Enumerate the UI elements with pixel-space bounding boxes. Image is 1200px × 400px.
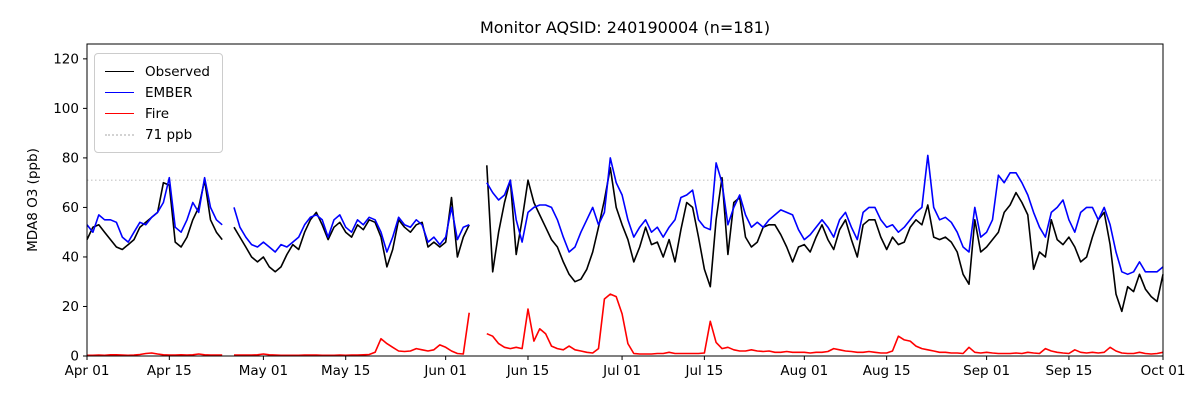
legend-label: 71 ppb	[145, 126, 193, 143]
legend-label: EMBER	[145, 84, 193, 101]
y-tick-label: 100	[53, 101, 79, 117]
axes-box	[86, 43, 1164, 357]
x-tick-label: Sep 01	[963, 363, 1010, 379]
x-tick-label: Jun 15	[506, 363, 550, 379]
x-tick-label: May 15	[321, 363, 370, 379]
y-tick-label: 20	[62, 299, 79, 315]
x-tick-label: Oct 01	[1141, 363, 1186, 379]
legend-item-fire: Fire	[105, 103, 210, 124]
x-tick-label: Jul 01	[602, 363, 641, 379]
legend-swatch-ember	[105, 92, 134, 93]
legend-item-ember: EMBER	[105, 82, 210, 103]
legend-item-71-ppb: 71 ppb	[105, 124, 210, 145]
x-tick-label: May 01	[239, 363, 288, 379]
chart-title: Monitor AQSID: 240190004 (n=181)	[479, 18, 771, 37]
x-tick-label: Sep 15	[1045, 363, 1092, 379]
legend-swatch-fire	[105, 113, 134, 114]
x-tick-label: Aug 01	[780, 363, 828, 379]
x-tick-label: Apr 15	[147, 363, 192, 379]
y-tick-label: 60	[62, 200, 79, 216]
x-tick-label: Aug 15	[863, 363, 911, 379]
x-tick-label: Jun 01	[423, 363, 467, 379]
x-tick-label: Apr 01	[65, 363, 110, 379]
series-line-fire	[87, 293, 1164, 357]
y-tick-label: 0	[70, 349, 79, 365]
legend-label: Observed	[145, 63, 210, 80]
y-tick-label: 120	[53, 51, 79, 67]
legend: Observed EMBER Fire 71 ppb	[94, 53, 223, 153]
legend-swatch-71-ppb	[105, 133, 134, 136]
legend-swatch-observed	[105, 71, 134, 72]
legend-item-observed: Observed	[105, 61, 210, 82]
y-tick-label: 80	[62, 150, 79, 166]
series-line-observed	[86, 165, 1164, 313]
y-axis-label: MDA8 O3 (ppb)	[25, 148, 41, 252]
y-tick-label: 40	[62, 249, 79, 265]
series-line-ember	[86, 154, 1164, 276]
legend-label: Fire	[145, 105, 170, 122]
x-tick-label: Jul 15	[684, 363, 723, 379]
